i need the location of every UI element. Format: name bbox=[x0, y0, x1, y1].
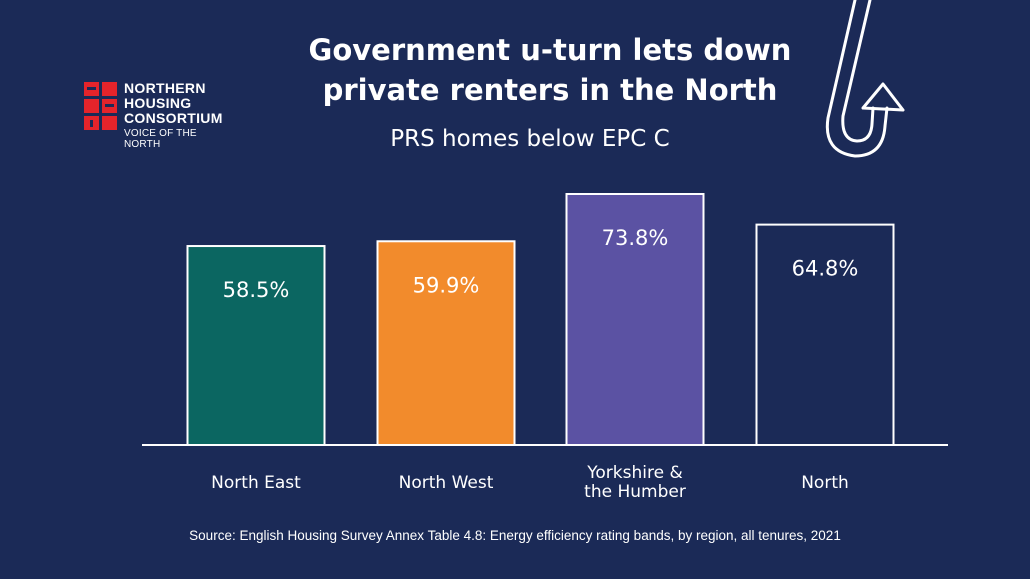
bar-1 bbox=[376, 240, 516, 446]
source-note: Source: English Housing Survey Annex Tab… bbox=[189, 528, 841, 543]
category-label-2: Yorkshire & the Humber bbox=[584, 463, 686, 502]
logo-line-1: NORTHERN bbox=[124, 80, 206, 96]
category-label-1: North West bbox=[399, 473, 494, 493]
title-line-1: Government u-turn lets down bbox=[308, 33, 792, 67]
bar-3 bbox=[755, 223, 895, 446]
logo-mark-icon bbox=[84, 82, 117, 130]
category-label-3: North bbox=[801, 473, 849, 493]
chart-title: Government u-turn lets down private rent… bbox=[270, 30, 830, 110]
value-label-0: 58.5% bbox=[223, 278, 290, 302]
chart-subtitle: PRS homes below EPC C bbox=[390, 126, 670, 152]
value-label-2: 73.8% bbox=[602, 226, 669, 250]
hook-arrow-icon bbox=[825, 0, 905, 158]
value-label-3: 64.8% bbox=[792, 257, 859, 281]
logo-tagline: VOICE OF THE NORTH bbox=[124, 128, 197, 150]
logo-line-2: HOUSING bbox=[124, 95, 192, 111]
logo-wordmark: NORTHERN HOUSING CONSORTIUM bbox=[124, 81, 223, 126]
bar-2 bbox=[565, 193, 705, 446]
title-line-2: private renters in the North bbox=[322, 73, 778, 107]
category-label-0: North East bbox=[211, 473, 301, 493]
bar-0 bbox=[186, 245, 326, 446]
logo: NORTHERN HOUSING CONSORTIUM VOICE OF THE… bbox=[84, 81, 234, 150]
logo-line-3: CONSORTIUM bbox=[124, 110, 223, 126]
value-label-1: 59.9% bbox=[413, 273, 480, 297]
